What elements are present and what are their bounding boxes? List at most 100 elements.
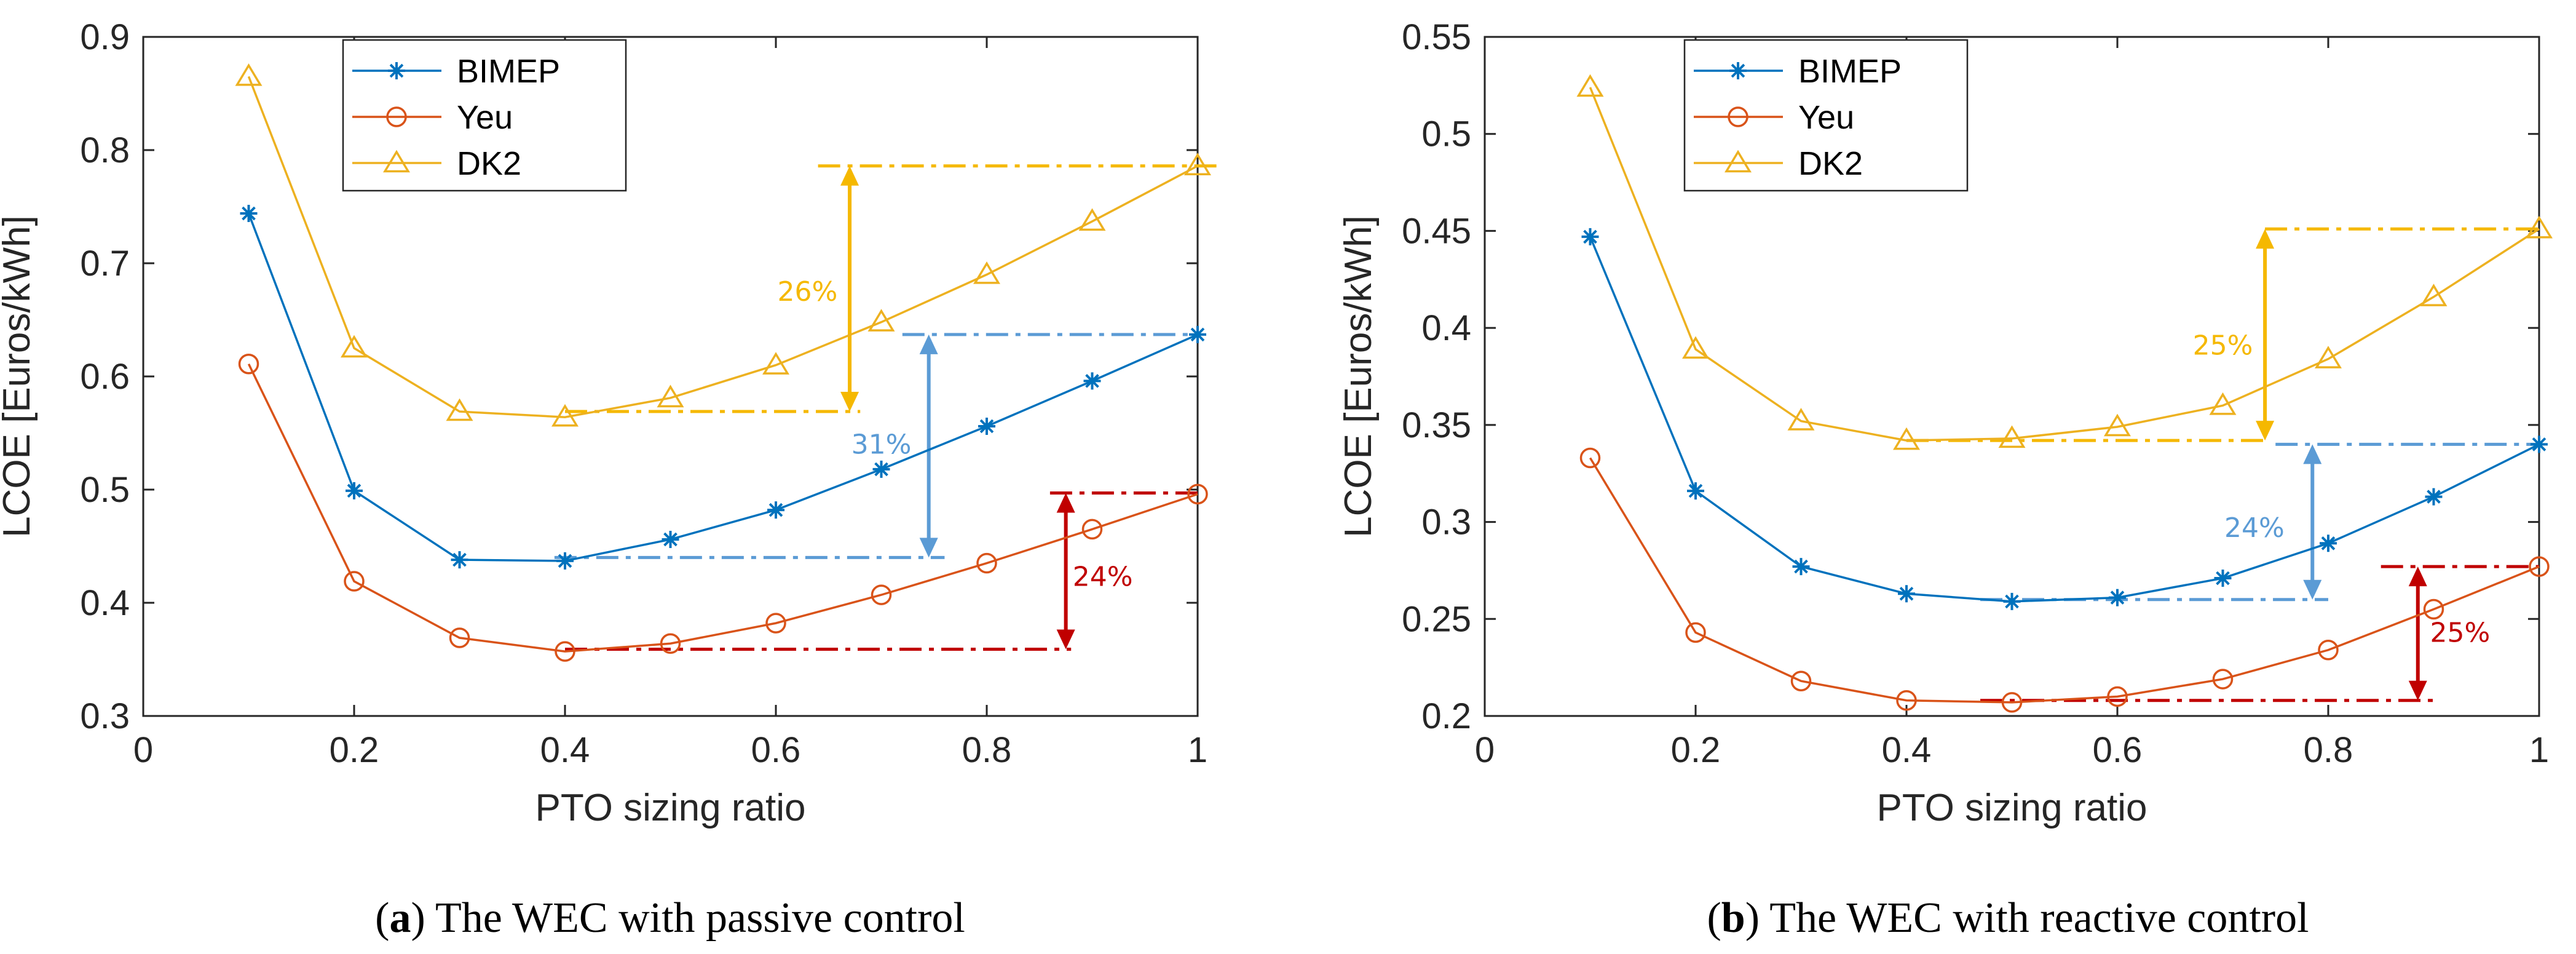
- legend-marker: [383, 149, 410, 173]
- data-point: [2001, 692, 2023, 713]
- y-tick-label: 0.6: [80, 357, 130, 397]
- y-tick-label: 0.5: [1421, 114, 1471, 154]
- data-point: [867, 309, 895, 332]
- data-point: [1687, 482, 1704, 500]
- annotation-label: 25%: [2430, 617, 2490, 648]
- data-point: [662, 530, 679, 548]
- annotation-label: 26%: [778, 276, 838, 308]
- data-point: [2212, 669, 2234, 690]
- series-dk2: [1576, 74, 2553, 450]
- x-tick-label: 0.2: [330, 730, 379, 770]
- y-tick-label: 0.5: [80, 470, 130, 510]
- data-point: [978, 417, 995, 435]
- series-line: [1589, 457, 2540, 704]
- data-point: [2318, 640, 2339, 661]
- data-point: [762, 352, 789, 375]
- series-line: [247, 363, 1198, 653]
- legend-marker: [1728, 106, 1748, 127]
- caption-text: The WEC with passive control: [435, 894, 965, 942]
- x-axis-label: PTO sizing ratio: [1877, 787, 2147, 829]
- data-point: [2209, 392, 2237, 415]
- data-point: [1581, 228, 1599, 245]
- data-point: [973, 261, 1000, 284]
- x-tick-label: 1: [2529, 730, 2549, 770]
- data-point: [765, 613, 786, 634]
- legend-entry: Yeu: [457, 99, 513, 136]
- data-point: [2529, 556, 2550, 577]
- data-point: [2003, 592, 2021, 610]
- annotation-label: 25%: [2193, 330, 2253, 362]
- data-point: [2423, 598, 2444, 620]
- series-bimep: [1581, 228, 2548, 610]
- legend-entry: DK2: [457, 145, 521, 182]
- data-point: [341, 335, 368, 358]
- arrow-head-up: [840, 165, 859, 186]
- annotation-label: 24%: [2224, 512, 2285, 544]
- data-point: [1187, 483, 1208, 505]
- caption-paren: (: [1707, 894, 1721, 942]
- data-point: [555, 641, 575, 662]
- series-line: [247, 76, 1198, 418]
- chart-panel-a: 0 0.2 0.4 0.6 0.8 1 0.3 0.4 0.5 0.6 0.7 0.8 0.9 PTO s…: [0, 17, 1219, 942]
- legend-entry: DK2: [1798, 145, 1863, 182]
- legend-entry: Yeu: [1798, 99, 1854, 136]
- data-point: [446, 398, 473, 421]
- data-point: [1896, 690, 1917, 711]
- data-point: [976, 552, 997, 574]
- data-point: [1579, 447, 1601, 469]
- series-dk2: [235, 63, 1211, 427]
- arrow-head-up: [2408, 566, 2427, 587]
- data-point: [1792, 558, 1810, 576]
- annotation-1: 24%: [1980, 442, 2539, 602]
- legend-marker: [388, 62, 405, 79]
- x-tick-label: 0.4: [1882, 730, 1932, 770]
- data-point: [2214, 570, 2232, 587]
- data-point: [1998, 425, 2026, 448]
- data-point: [2420, 284, 2448, 306]
- x-tick-label: 0.8: [2304, 730, 2353, 770]
- y-tick-label: 0.4: [1421, 308, 1471, 348]
- annotation-2: 25%: [1980, 565, 2539, 702]
- y-tick-label: 0.55: [1402, 17, 1471, 57]
- data-point: [657, 384, 684, 408]
- data-point: [1078, 208, 1106, 231]
- arrow-head-up: [2303, 444, 2322, 464]
- arrow-head-down: [919, 538, 938, 558]
- data-point: [346, 482, 363, 499]
- caption-paren: (: [375, 894, 389, 942]
- series-yeu: [238, 354, 1208, 662]
- data-point: [660, 633, 681, 654]
- caption-letter: b: [1721, 894, 1745, 942]
- data-point: [1083, 372, 1101, 390]
- y-tick-label: 0.3: [1421, 503, 1471, 543]
- arrow-head-down: [1056, 629, 1075, 650]
- axes-box: [1484, 36, 2540, 717]
- data-point: [2109, 589, 2126, 606]
- legend-marker: [1729, 62, 1747, 79]
- legend-entry: BIMEP: [1798, 53, 1902, 90]
- arrow-head-down: [2256, 421, 2275, 441]
- figure-caption: (b) The WEC with reactive control: [1707, 894, 2309, 942]
- data-point: [1189, 325, 1206, 343]
- arrow-head-down: [2408, 680, 2427, 701]
- y-tick-label: 0.3: [80, 696, 130, 736]
- data-point: [240, 205, 258, 223]
- x-tick-label: 0.6: [751, 730, 801, 770]
- y-tick-label: 0.7: [80, 244, 130, 284]
- data-point: [344, 571, 365, 592]
- legend: BIMEP Yeu DK2: [1683, 39, 1969, 192]
- data-point: [2526, 215, 2553, 239]
- x-tick-label: 0.6: [2093, 730, 2143, 770]
- annotation-2: 24%: [565, 491, 1198, 651]
- arrow-head-down: [840, 392, 859, 412]
- arrow-head-down: [2303, 579, 2322, 600]
- data-point: [767, 501, 784, 519]
- arrow-head-up: [919, 334, 938, 354]
- series-yeu: [1579, 447, 2550, 713]
- data-point: [238, 354, 259, 375]
- data-point: [872, 460, 890, 478]
- annotation-label: 31%: [851, 429, 912, 460]
- data-point: [2320, 535, 2337, 552]
- data-point: [2107, 686, 2128, 707]
